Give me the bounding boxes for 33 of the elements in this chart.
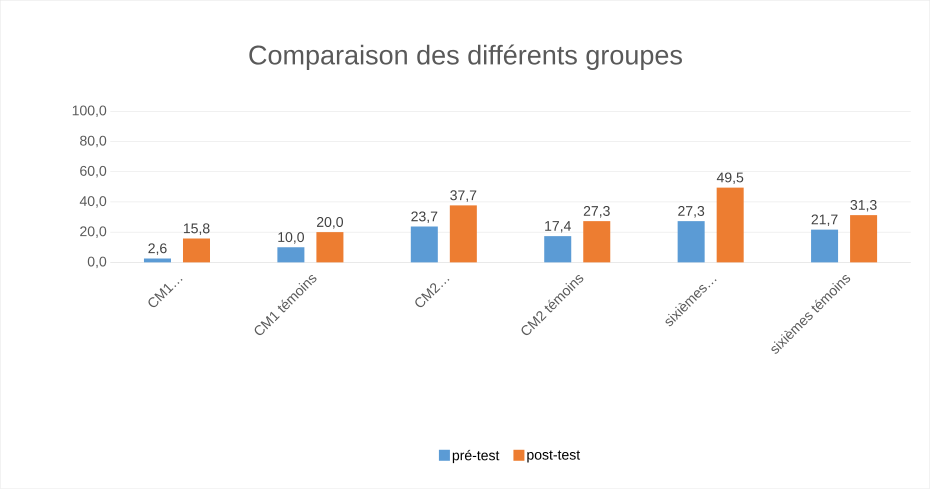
bar xyxy=(583,221,610,263)
bar xyxy=(182,238,210,263)
bar xyxy=(410,226,438,263)
data-label: 2,6 xyxy=(148,243,167,256)
bar xyxy=(316,232,344,263)
data-label: 17,4 xyxy=(545,221,571,233)
data-label: 20,0 xyxy=(316,217,344,229)
legend-label: post-test xyxy=(527,450,580,463)
bar xyxy=(450,206,477,263)
chart-title: Comparaison des différents groupes xyxy=(249,44,682,70)
bar xyxy=(277,247,304,263)
data-label: 10,0 xyxy=(278,232,304,244)
data-label: 21,7 xyxy=(812,214,838,226)
data-label: 27,3 xyxy=(584,206,610,218)
y-tick-label: 20,0 xyxy=(80,226,106,238)
y-tick-label: 100,0 xyxy=(72,106,106,118)
data-label: 23,7 xyxy=(411,212,438,224)
bar xyxy=(678,221,705,263)
bar xyxy=(544,236,572,263)
y-tick-label: 80,0 xyxy=(80,136,106,148)
y-tick-label: 60,0 xyxy=(80,166,106,178)
data-label: 15,8 xyxy=(184,224,210,236)
data-label: 27,3 xyxy=(678,206,704,218)
legend-label: pré-test xyxy=(452,450,500,464)
bar xyxy=(716,188,744,263)
y-tick-label: 40,0 xyxy=(80,196,106,208)
bar xyxy=(811,230,838,263)
y-tick-label: 0,0 xyxy=(88,256,106,268)
bar xyxy=(144,258,171,263)
data-label: 31,3 xyxy=(850,200,877,212)
bar xyxy=(850,215,878,263)
data-label: 49,5 xyxy=(716,172,744,184)
data-label: 37,7 xyxy=(450,190,476,202)
